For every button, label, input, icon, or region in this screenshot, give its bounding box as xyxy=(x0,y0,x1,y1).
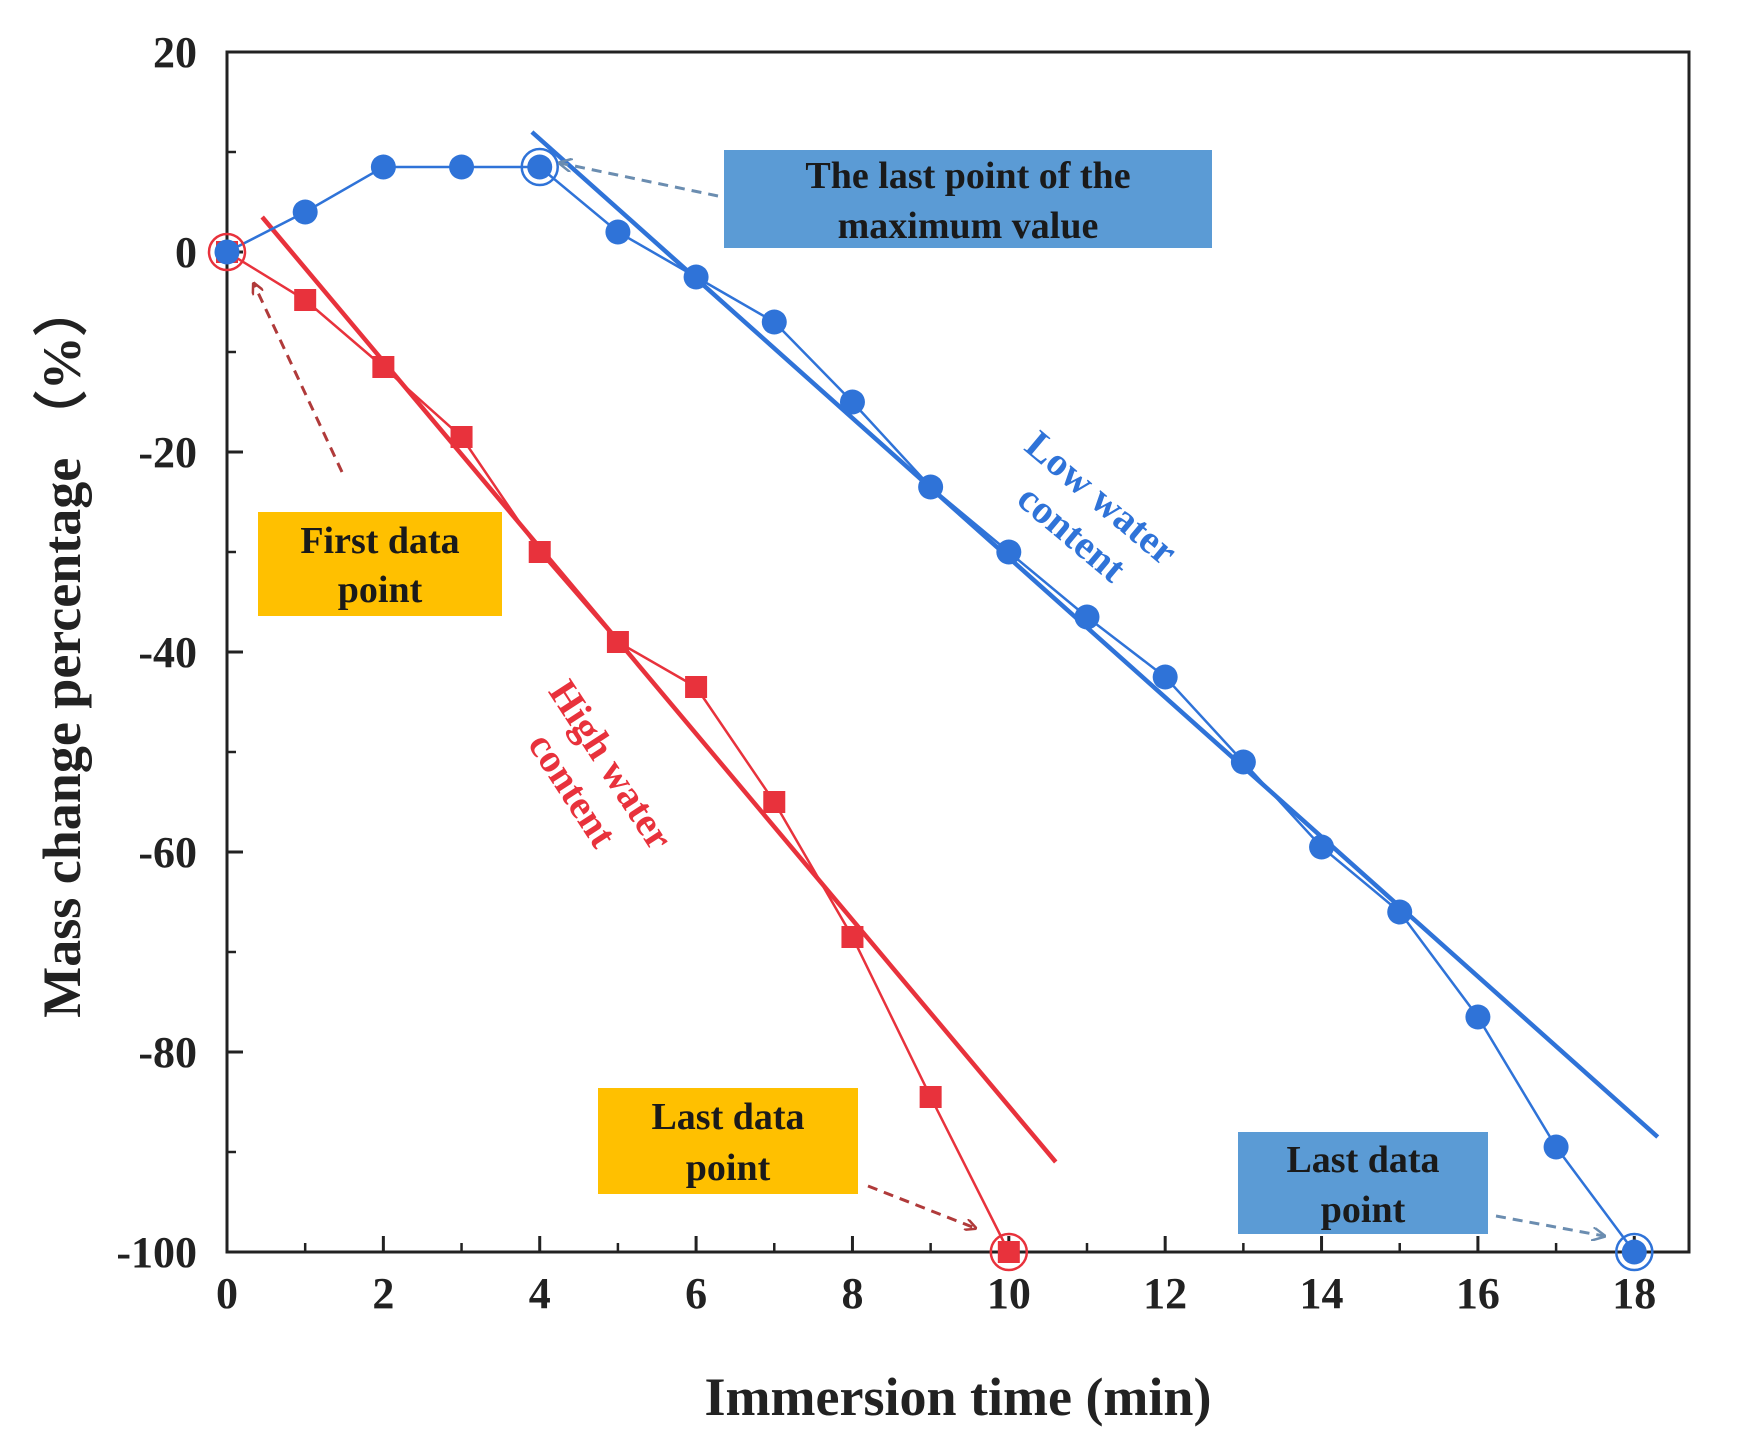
arrow-first xyxy=(254,284,344,473)
highlight-last-low xyxy=(1615,1232,1654,1272)
data-point xyxy=(1543,1134,1569,1160)
x-axis-title: Immersion time (min) xyxy=(705,1367,1212,1427)
x-tick-label: 12 xyxy=(1143,1269,1187,1318)
annotation-box-first xyxy=(258,512,502,616)
annotation-last-low-line2: point xyxy=(1321,1189,1406,1231)
highlight-last-high xyxy=(989,1232,1029,1272)
data-point xyxy=(1230,749,1256,775)
data-point xyxy=(1074,604,1100,630)
annotation-first-line2: point xyxy=(338,569,423,611)
x-tick-label: 16 xyxy=(1456,1269,1500,1318)
y-tick-label: -80 xyxy=(138,1028,197,1077)
label-low-water: Low water content xyxy=(1009,422,1186,592)
x-axis: 0 2 4 6 8 10 12 14 16 18 xyxy=(216,1236,1656,1318)
data-point xyxy=(292,199,318,225)
annotation-box-last-low xyxy=(1238,1132,1488,1234)
x-tick-label: 18 xyxy=(1612,1269,1656,1318)
y-tick-label: 20 xyxy=(153,28,197,77)
x-tick-label: 2 xyxy=(372,1269,394,1318)
data-point xyxy=(683,264,709,290)
data-point xyxy=(841,926,864,948)
annotation-box-max xyxy=(724,150,1212,248)
annotation-max-line2: maximum value xyxy=(838,205,1099,247)
fit-line xyxy=(260,215,1058,1164)
x-tick-label: 6 xyxy=(685,1269,707,1318)
annotation-last-high-line1: Last data xyxy=(651,1096,804,1138)
annotation-last-low-line1: Last data xyxy=(1286,1139,1439,1181)
series-low-water xyxy=(214,130,1660,1265)
x-tick-label: 4 xyxy=(529,1269,551,1318)
data-point xyxy=(1465,1004,1491,1030)
data-point xyxy=(449,154,475,180)
data-point xyxy=(997,1241,1020,1263)
y-tick-label: -40 xyxy=(138,628,197,677)
series-high-water xyxy=(216,215,1058,1263)
data-point xyxy=(761,309,787,335)
data-point xyxy=(450,426,473,448)
annotation-box-last-high xyxy=(598,1088,858,1194)
annotation-last-low: Last data point xyxy=(1238,1132,1488,1234)
data-point xyxy=(1387,899,1413,925)
data-point xyxy=(294,289,317,311)
annotation-max: The last point of the maximum value xyxy=(724,150,1212,248)
data-point xyxy=(919,1086,942,1108)
data-point xyxy=(527,154,553,180)
fit-line xyxy=(530,130,1660,1139)
data-point xyxy=(685,676,708,698)
y-axis-title: Mass change percentage （%） xyxy=(32,282,92,1017)
arrow-max xyxy=(560,163,719,198)
annotation-first-line1: First data xyxy=(300,520,459,562)
data-point xyxy=(839,389,865,415)
x-tick-label: 0 xyxy=(216,1269,238,1318)
y-tick-label: 0 xyxy=(175,228,197,277)
y-tick-label: -100 xyxy=(116,1228,197,1277)
annotation-max-line1: The last point of the xyxy=(805,155,1130,197)
series-layer xyxy=(207,130,1660,1272)
arrow-last-low xyxy=(1495,1214,1604,1236)
annotation-last-high-line2: point xyxy=(686,1147,771,1189)
arrow-last-high xyxy=(867,1184,975,1228)
data-point xyxy=(918,474,944,500)
data-point xyxy=(372,356,395,378)
x-tick-label: 14 xyxy=(1300,1269,1344,1318)
data-point xyxy=(370,154,396,180)
data-point xyxy=(214,239,240,265)
data-point xyxy=(996,539,1022,565)
label-high-water: High water content xyxy=(519,672,682,858)
y-tick-label: -60 xyxy=(138,828,197,877)
y-tick-label: -20 xyxy=(138,428,197,477)
annotation-last-high: Last data point xyxy=(598,1088,858,1194)
data-point xyxy=(606,631,629,653)
data-point xyxy=(528,541,551,563)
data-point xyxy=(605,219,631,245)
data-point xyxy=(1621,1239,1647,1265)
y-axis: 20 0 -20 -40 -60 -80 -100 xyxy=(116,28,243,1277)
annotation-first-data-point: First data point xyxy=(258,512,502,616)
data-point xyxy=(1309,834,1335,860)
x-tick-label: 8 xyxy=(841,1269,863,1318)
data-point xyxy=(1152,664,1178,690)
data-point xyxy=(763,791,786,813)
highlight-first xyxy=(207,232,247,272)
x-tick-label: 10 xyxy=(987,1269,1031,1318)
